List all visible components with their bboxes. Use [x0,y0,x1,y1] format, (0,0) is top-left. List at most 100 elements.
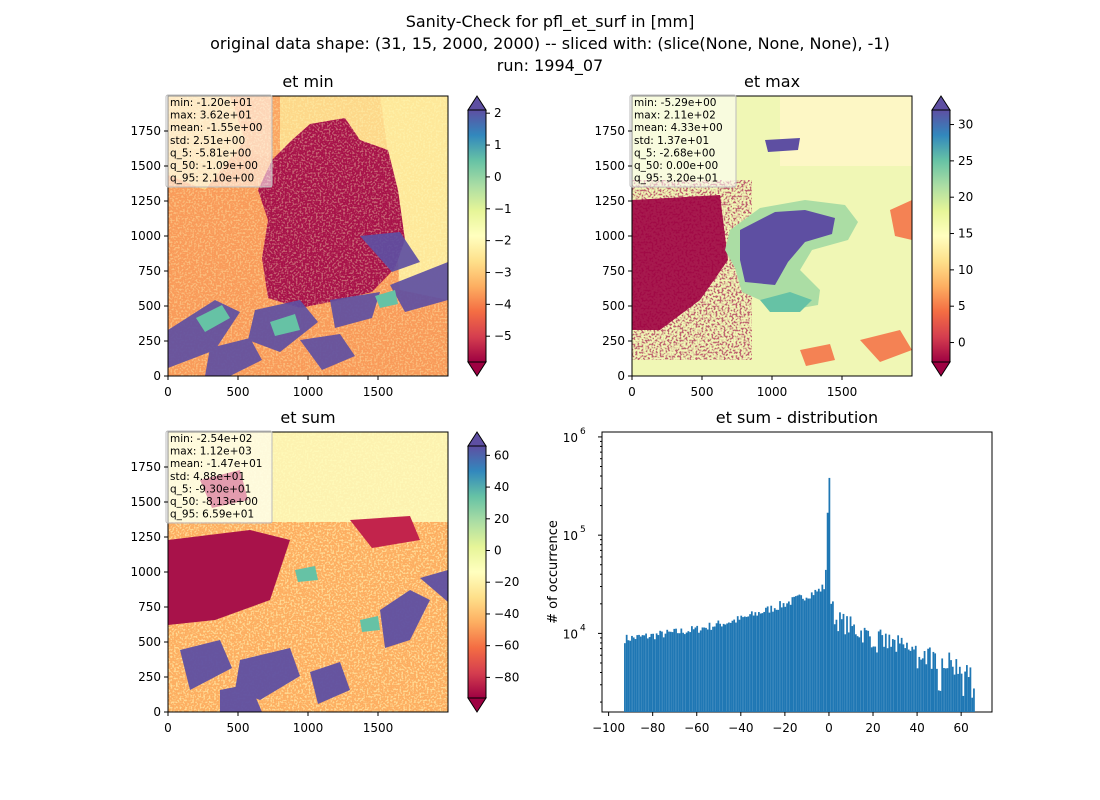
et-max-stat-line: mean: 4.33e+00 [634,122,723,134]
histogram-bar [773,608,776,712]
distribution-ytick-exponent: 5 [580,525,586,535]
histogram-bar [839,612,841,712]
et-sum-ytick-label: 250 [138,670,161,684]
et-max-ytick-label: 1750 [594,124,625,138]
histogram-bar [669,631,672,712]
et-max-stat-line: std: 1.37e+01 [634,135,709,147]
histogram-bar [639,636,642,712]
histogram-bar [862,642,864,712]
histogram-bar [627,640,630,712]
et-min-xtick-label: 500 [227,385,250,399]
histogram-bar [944,668,947,712]
histogram-bar [849,616,852,712]
et-min-colorbar [467,95,487,377]
distribution-ytick-label: 10 [563,431,578,445]
et-min-stat-line: min: -1.20e+01 [170,97,252,109]
et-max-xtick-label: 0 [628,385,636,399]
et-max-stat-line: max: 2.11e+02 [634,110,716,122]
histogram-bar [699,630,702,712]
et-sum-colorbar-tick-label: −80 [494,670,519,684]
histogram-bar [828,477,831,712]
histogram-bar [932,651,935,712]
histogram-bar [920,659,922,712]
histogram-bar [802,598,804,712]
distribution-xtick-label: −100 [592,721,625,735]
et-sum-colorbar-tick-label: −60 [494,639,519,653]
histogram-bar [913,649,915,712]
histogram-bar [962,695,965,712]
histogram-bar [738,619,741,712]
histogram-bar [749,614,751,712]
et-min-colorbar-tick-label: 2 [494,106,502,120]
histogram-bar [812,595,815,712]
histogram-bar [955,659,958,712]
histogram-bar [800,595,803,712]
histogram-bar [765,607,767,712]
histogram-bar [971,697,974,712]
histogram-bar [666,629,669,712]
histogram-bar [759,613,762,712]
et-max-colorbar [931,95,951,377]
et-max-xtick-label: 1000 [757,385,788,399]
histogram-bar [787,601,790,712]
histogram-bar [840,619,843,712]
histogram-bar [844,634,847,712]
histogram-bar [750,611,753,712]
figure-suptitle-line3: run: 1994_07 [496,56,604,75]
et-max-colorbar-tick-label: 0 [958,336,966,350]
histogram-bar [884,633,887,712]
distribution-xtick-label: −60 [684,721,709,735]
histogram-bar [833,624,836,712]
histogram-bar [708,622,711,712]
figure-suptitle-line2: original data shape: (31, 15, 2000, 2000… [210,34,890,53]
histogram-bar [795,596,797,712]
histogram-bar [745,616,748,712]
figure-suptitle-line1: Sanity-Check for pfl_et_surf in [mm] [405,12,695,31]
et-sum-colorbar-tick-label: 20 [494,512,509,526]
histogram-bar [909,650,912,712]
histogram-bar [881,635,884,712]
histogram-bar [758,612,760,712]
histogram-bar [625,634,628,712]
et-min-ytick-label: 500 [138,299,161,313]
et-sum-ytick-label: 1750 [130,460,161,474]
histogram-bar [823,589,825,712]
et-sum-xtick-label: 1500 [363,721,394,735]
histogram-bar [657,635,660,712]
histogram-bar [946,668,949,712]
et-min-xtick-label: 1500 [363,385,394,399]
histogram-bar [856,636,859,712]
histogram-bar [967,677,970,712]
histogram-bar [911,646,914,712]
et-min-title: et min [282,72,334,91]
et-min-xtick-label: 0 [164,385,172,399]
et-max-stat-line: q_50: 0.00e+00 [634,160,718,172]
histogram-bar [821,584,824,712]
histogram-bar [869,636,871,712]
histogram-bar [682,632,684,712]
et-sum-ytick-label: 750 [138,600,161,614]
distribution-ytick-label: 10 [563,529,578,543]
histogram-bar [659,630,662,712]
et-sum-colorbar-tick-label: −20 [494,575,519,589]
histogram-bar [906,642,908,712]
histogram-bar [830,603,833,712]
histogram-bar [733,619,736,712]
histogram-bar [728,622,730,712]
histogram-bar [731,620,734,712]
distribution-title: et sum - distribution [715,408,879,427]
histogram-bar [893,639,896,712]
histogram-bar [689,632,692,712]
histogram-bar [735,622,737,712]
et-max-stat-line: q_5: -2.68e+00 [634,147,715,159]
histogram-bar [706,629,709,712]
et-max-ytick-label: 250 [602,334,625,348]
histogram-bar [936,668,938,712]
et-max-ytick-label: 500 [602,299,625,313]
histogram-bar [941,658,944,712]
histogram-bar [756,615,758,712]
histogram-bar [712,626,714,712]
histogram-bar [925,664,928,712]
et-min-colorbar-tick-label: −2 [494,234,512,248]
distribution-ylabel: # of occurrence [546,520,561,624]
